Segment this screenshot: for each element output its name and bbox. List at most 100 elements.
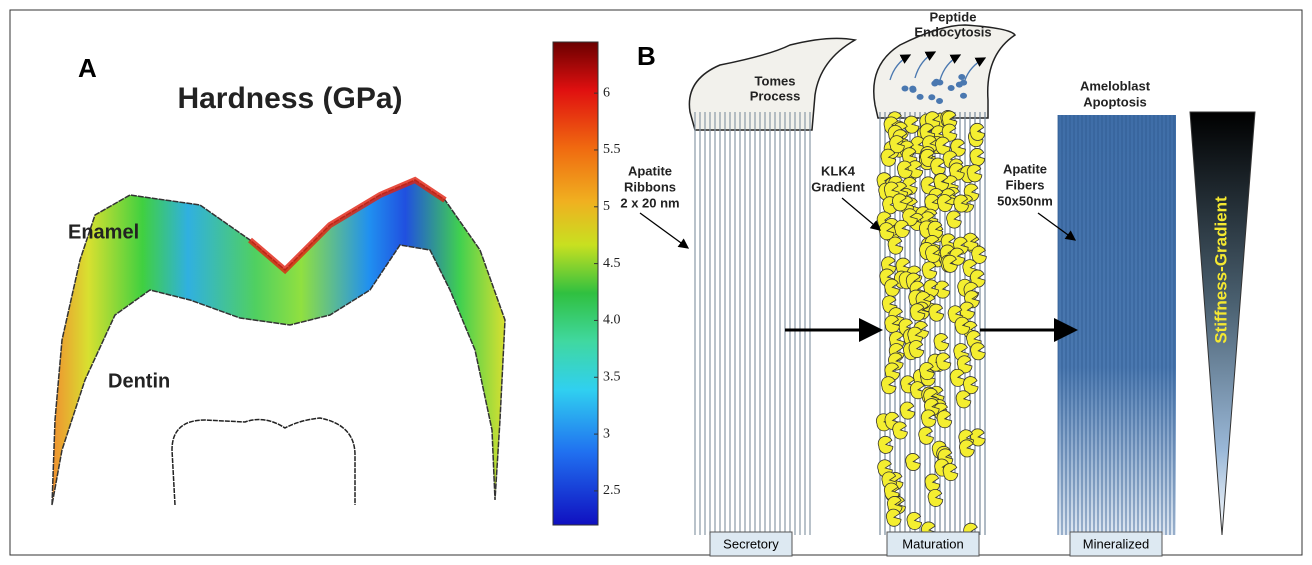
- klk4: [966, 164, 983, 183]
- klk4: [884, 278, 900, 297]
- klk4-label: Gradient: [811, 179, 865, 194]
- ribbons-label: 2 x 20 nm: [620, 195, 679, 210]
- klk4: [884, 315, 900, 334]
- vesicle: [947, 84, 955, 91]
- vesicle: [901, 85, 909, 92]
- endocytosis-label: Endocytosis: [914, 24, 991, 39]
- pointer: [841, 197, 881, 231]
- klk4: [880, 148, 897, 167]
- klk4: [920, 409, 937, 428]
- endocytosis-label: Peptide: [930, 9, 977, 24]
- klk4: [946, 210, 962, 229]
- colorbar-tick-label: 3: [603, 426, 610, 441]
- klk4: [921, 261, 938, 280]
- ribbons-label: Apatite: [628, 163, 672, 178]
- klk4: [897, 160, 913, 179]
- colorbar: [552, 41, 599, 526]
- fibers-label: Fibers: [1005, 177, 1044, 192]
- klk4: [930, 157, 946, 176]
- stage-box: [1069, 531, 1163, 557]
- klk4: [969, 148, 986, 166]
- colorbar-tick-label: 2.5: [603, 483, 621, 498]
- klk4: [887, 236, 904, 255]
- uptake-arrow: [939, 54, 962, 81]
- klk4: [933, 333, 950, 352]
- klk4: [942, 463, 959, 482]
- vesicle: [928, 94, 936, 101]
- klk4: [881, 376, 897, 395]
- klk4: [903, 115, 920, 134]
- klk4: [906, 511, 923, 530]
- klk4: [909, 303, 926, 322]
- vesicle: [936, 97, 944, 104]
- frame: [9, 9, 1303, 556]
- klk4: [935, 352, 952, 371]
- klk4: [970, 342, 986, 361]
- uptake-arrow: [914, 51, 937, 79]
- stage-box: [886, 531, 980, 557]
- klk4: [924, 473, 941, 492]
- klk4: [908, 340, 925, 359]
- klk4: [959, 439, 975, 458]
- vesicle: [958, 74, 966, 81]
- klk4: [877, 435, 894, 454]
- klk4: [894, 219, 910, 238]
- colorbar-tick-label: 6: [603, 85, 610, 100]
- klk4: [927, 488, 944, 507]
- stage-box: [709, 531, 793, 557]
- klk4: [942, 254, 958, 273]
- colorbar-tick-label: 4.5: [603, 256, 621, 271]
- vesicle: [916, 93, 924, 100]
- uptake-arrow: [889, 54, 912, 81]
- tomes-process: [688, 37, 858, 131]
- klk4: [954, 316, 971, 335]
- panel-title: Hardness (GPa): [177, 82, 402, 115]
- klk4: [937, 194, 953, 213]
- pointer: [639, 212, 690, 249]
- klk4-label: KLK4: [821, 163, 856, 178]
- tomes-label: Tomes: [755, 73, 796, 88]
- ribbons-label: Ribbons: [624, 179, 676, 194]
- stage-label: Maturation: [902, 536, 963, 551]
- uptake-arrow: [964, 57, 987, 81]
- apoptosis-label: Apoptosis: [1083, 94, 1147, 109]
- stiffness-label: Stiffness-Gradient: [1211, 196, 1230, 344]
- endocytosis-cell: [873, 24, 1017, 119]
- klk4: [935, 136, 951, 155]
- colorbar-tick-label: 4.0: [603, 313, 621, 328]
- enamel-map: [51, 179, 506, 506]
- enamel-label: Enamel: [68, 221, 139, 243]
- klk4: [918, 426, 934, 445]
- klk4: [969, 122, 986, 141]
- colorbar-tick-label: 5: [603, 199, 610, 214]
- klk4: [928, 303, 945, 322]
- fibers-label: Apatite: [1003, 161, 1047, 176]
- vesicle: [909, 85, 917, 92]
- klk4: [892, 421, 908, 440]
- klk4: [919, 362, 935, 381]
- klk4: [936, 410, 953, 429]
- klk4: [955, 390, 972, 409]
- dentin-outline: [171, 417, 356, 506]
- fibers-label: 50x50nm: [997, 193, 1053, 208]
- tomes-label: Process: [750, 88, 801, 103]
- klk4: [953, 194, 969, 213]
- panel-label: A: [78, 53, 97, 83]
- dentin-label: Dentin: [108, 370, 170, 392]
- klk4: [899, 401, 916, 420]
- panel-label: B: [637, 41, 656, 71]
- stiffness-triangle: [1189, 111, 1256, 536]
- klk4: [905, 453, 921, 471]
- vesicle: [960, 92, 968, 99]
- klk4: [949, 368, 966, 387]
- colorbar-tick-label: 3.5: [603, 369, 621, 384]
- stage-label: Secretory: [723, 536, 779, 551]
- hard-edge: [248, 176, 447, 275]
- klk4: [892, 193, 908, 212]
- ribbons: [694, 110, 1176, 541]
- vesicle: [955, 81, 963, 88]
- vesicle: [931, 80, 939, 87]
- klk4: [886, 508, 902, 527]
- colorbar-tick-label: 5.5: [603, 142, 621, 157]
